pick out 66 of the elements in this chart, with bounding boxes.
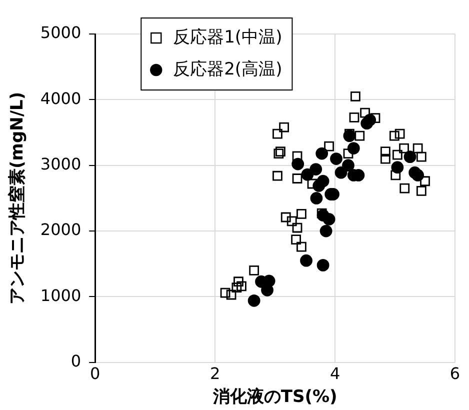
point xyxy=(324,141,334,152)
y-tick-label: 2000 xyxy=(40,220,82,240)
point xyxy=(300,254,312,267)
point xyxy=(412,143,423,154)
point xyxy=(316,258,330,272)
point xyxy=(220,288,230,298)
point xyxy=(360,117,374,130)
point xyxy=(234,276,244,287)
point xyxy=(389,130,400,141)
point xyxy=(226,290,236,300)
point xyxy=(272,170,282,181)
point xyxy=(380,154,390,164)
y-tick-label: 5000 xyxy=(40,23,82,42)
point xyxy=(296,242,306,252)
point xyxy=(248,294,260,307)
point xyxy=(291,234,301,245)
point xyxy=(322,213,336,226)
point xyxy=(316,208,327,218)
point xyxy=(390,170,401,180)
point xyxy=(232,282,242,292)
point xyxy=(343,148,354,158)
point xyxy=(334,166,348,179)
point xyxy=(342,159,354,172)
point xyxy=(292,151,302,162)
point xyxy=(354,130,365,141)
x-tick-label: 4 xyxy=(330,364,340,384)
y-tick-label: 1000 xyxy=(40,286,82,305)
x-tick-label: 0 xyxy=(90,364,100,384)
point xyxy=(320,224,332,238)
x-tick-label: 2 xyxy=(210,364,220,384)
point xyxy=(391,161,404,174)
point xyxy=(349,112,360,122)
point xyxy=(279,122,289,132)
point xyxy=(296,209,306,219)
point xyxy=(416,152,426,162)
legend-label: 反応器2(高温) xyxy=(173,59,282,80)
y-axis-title: アンモニア性窒素(mgN/L) xyxy=(8,92,28,305)
point xyxy=(394,128,405,139)
point xyxy=(310,163,322,176)
y-tick-label: 0 xyxy=(70,352,82,371)
point xyxy=(350,91,360,102)
point xyxy=(292,222,302,233)
point xyxy=(249,266,260,276)
point xyxy=(412,169,424,182)
point xyxy=(292,174,302,184)
point xyxy=(272,128,282,139)
point xyxy=(404,150,416,164)
point xyxy=(280,212,291,222)
x-axis-title: 消化液のTS(%) xyxy=(212,387,338,408)
point xyxy=(286,216,297,226)
y-tick-label: 3000 xyxy=(40,154,82,174)
point xyxy=(236,281,246,292)
point xyxy=(316,147,328,160)
y-tick-label: 4000 xyxy=(40,88,82,108)
point xyxy=(330,152,342,165)
point xyxy=(420,176,430,186)
x-tick-label: 6 xyxy=(450,364,460,384)
point xyxy=(392,150,402,160)
point xyxy=(360,108,370,118)
point xyxy=(400,183,410,194)
point xyxy=(399,143,409,154)
point xyxy=(416,186,426,196)
legend-label: 反応器1(中温) xyxy=(173,27,282,48)
point xyxy=(380,146,390,157)
point xyxy=(310,192,323,204)
point xyxy=(307,178,318,189)
